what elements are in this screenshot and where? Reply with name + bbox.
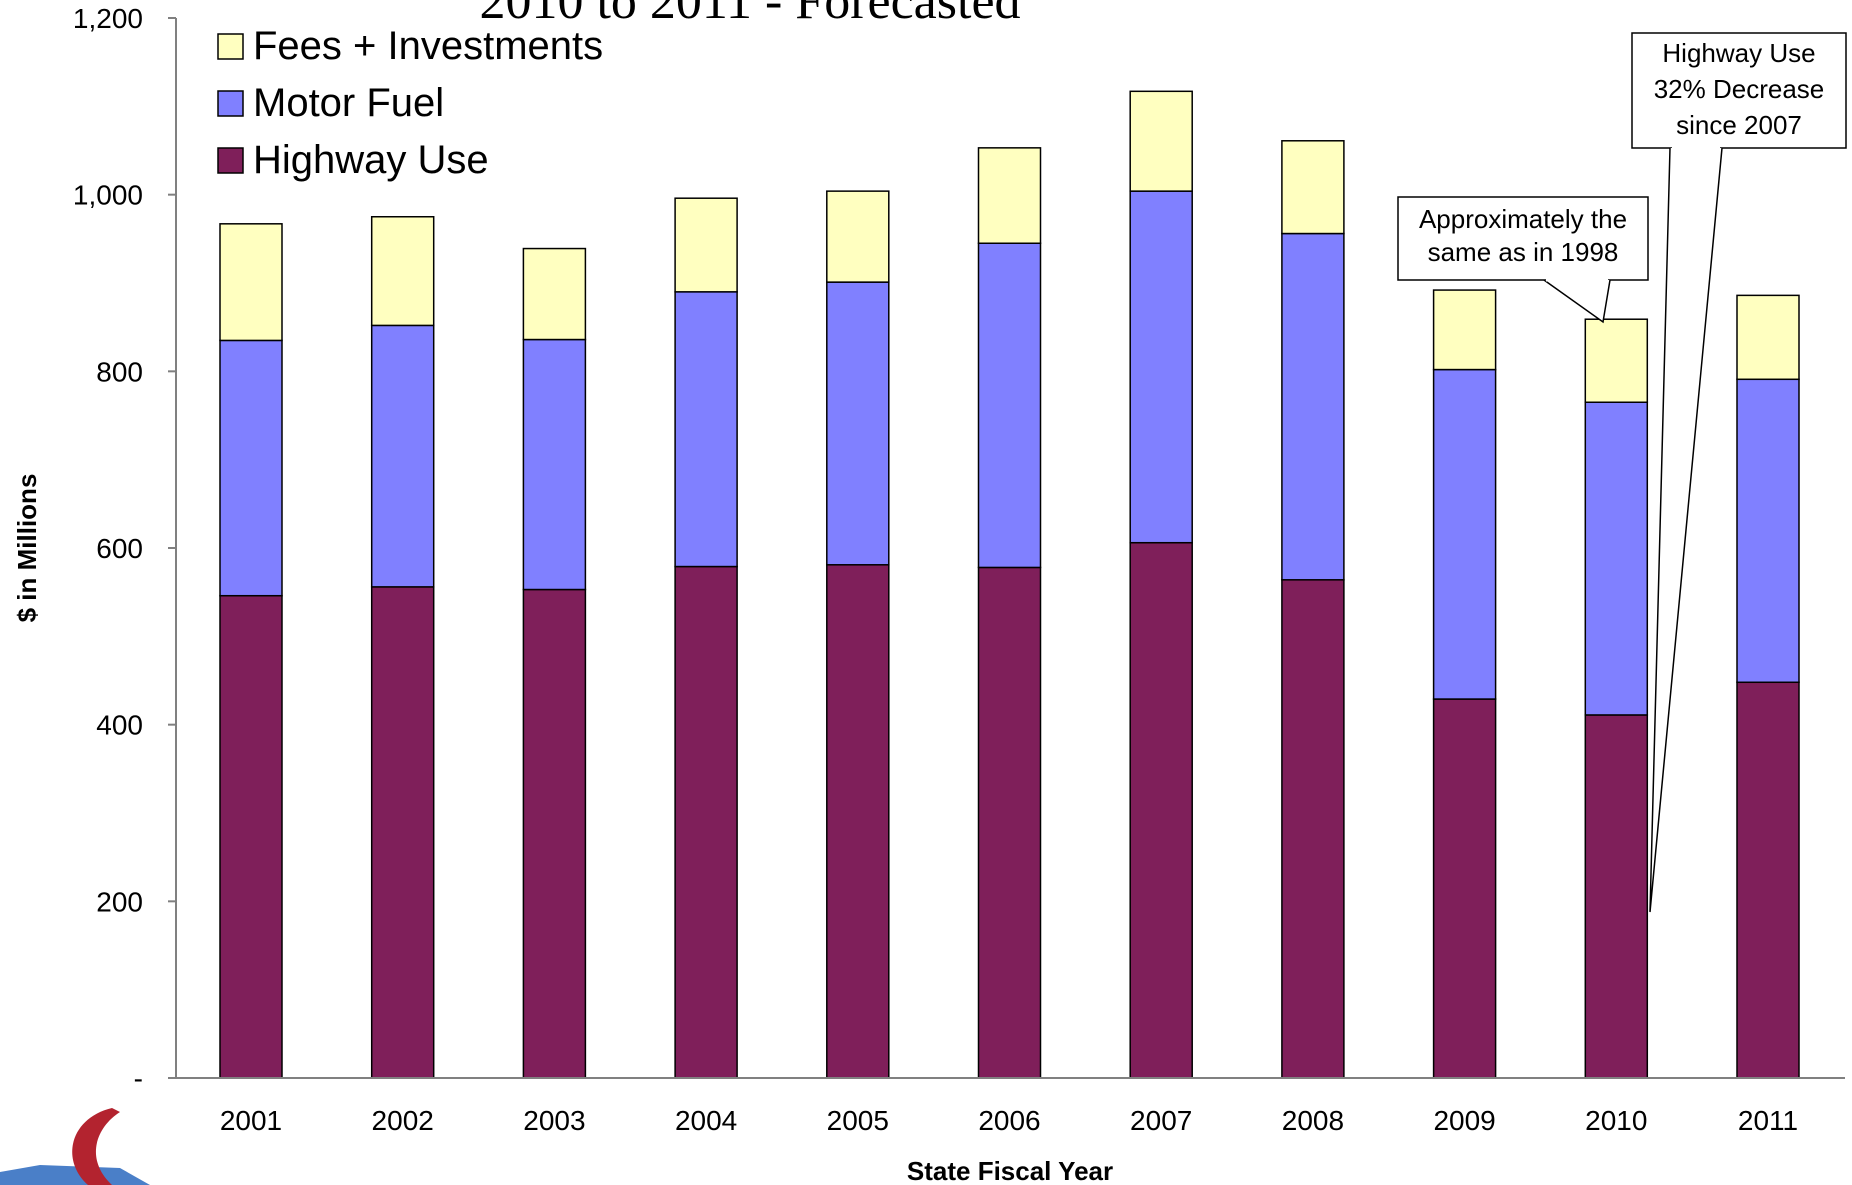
bar-motor-fuel-2009 — [1432, 368, 1497, 700]
y-tick-label: - — [134, 1063, 143, 1094]
bar-fees-investments-2006 — [977, 147, 1042, 245]
y-tick-labels: - 200 400 600 800 1,000 1,200 — [73, 3, 176, 1094]
x-tick-labels: 2001 2002 2003 2004 2005 2006 2007 2008 2009 2010… — [220, 1105, 1798, 1136]
x-tick-label: 2003 — [523, 1105, 585, 1136]
bar-highway-use-2002 — [370, 586, 435, 1079]
bar-fees-investments-2002 — [370, 216, 435, 327]
legend: Fees + Investments Motor Fuel Highway Use — [217, 24, 603, 182]
x-tick-label: 2004 — [675, 1105, 737, 1136]
y-tick-label: 600 — [96, 533, 143, 564]
bar-highway-use-2007 — [1129, 541, 1193, 1079]
bar-highway-use-2001 — [219, 594, 283, 1079]
legend-swatch — [217, 90, 244, 117]
x-tick-label: 2005 — [827, 1105, 889, 1136]
x-axis-title: State Fiscal Year — [907, 1156, 1113, 1185]
bar-motor-fuel-2010 — [1584, 401, 1649, 716]
callout-box — [1631, 32, 1847, 149]
bar-highway-use-2004 — [674, 565, 738, 1079]
x-tick-label: 2009 — [1433, 1105, 1495, 1136]
callout-line-2: 32% Decrease — [1654, 74, 1825, 104]
callout-pointer — [1649, 147, 1723, 913]
y-tick-label: 800 — [96, 356, 143, 387]
bar-highway-use-2003 — [522, 588, 587, 1079]
callout-same-as-1998: Approximately the same as in 1998 — [1397, 196, 1649, 324]
callout-pointer — [1543, 279, 1611, 324]
x-tick-label: 2006 — [978, 1105, 1040, 1136]
y-axis-title: $ in Millions — [12, 474, 42, 623]
bar-highway-use-2005 — [826, 564, 890, 1079]
bar-motor-fuel-2005 — [826, 281, 890, 566]
bar-fees-investments-2009 — [1432, 289, 1497, 371]
bar-highway-use-2010 — [1584, 714, 1649, 1079]
bar-motor-fuel-2002 — [370, 324, 435, 588]
logo-base-shape — [0, 1165, 150, 1185]
chart-title: 2010 to 2011 - Forecasted — [479, 0, 1020, 30]
x-tick-label: 2010 — [1585, 1105, 1647, 1136]
bar-highway-use-2011 — [1736, 681, 1800, 1079]
legend-swatch — [217, 147, 244, 174]
bar-motor-fuel-2003 — [522, 338, 587, 591]
y-tick-label: 200 — [96, 886, 143, 917]
bar-fees-investments-2010 — [1584, 318, 1649, 404]
x-tick-label: 2011 — [1738, 1105, 1798, 1136]
bar-fees-investments-2003 — [522, 247, 587, 341]
logo — [0, 1108, 150, 1185]
bar-fees-investments-2004 — [674, 197, 738, 293]
callout-line-3: since 2007 — [1676, 110, 1802, 140]
callout-line-1: Highway Use — [1662, 38, 1815, 68]
bar-motor-fuel-2007 — [1129, 190, 1193, 544]
bar-motor-fuel-2001 — [219, 339, 283, 597]
bar-motor-fuel-2006 — [977, 242, 1042, 569]
bar-motor-fuel-2008 — [1281, 232, 1345, 581]
x-tick-label: 2008 — [1282, 1105, 1344, 1136]
legend-label: Highway Use — [253, 138, 489, 182]
bar-fees-investments-2005 — [826, 190, 890, 283]
x-tick-label: 2007 — [1130, 1105, 1192, 1136]
bar-fees-investments-2011 — [1736, 294, 1800, 381]
legend-swatch — [217, 33, 244, 60]
x-tick-label: 2001 — [220, 1105, 282, 1136]
y-tick-label: 1,200 — [73, 3, 143, 34]
y-tick-label: 400 — [96, 710, 143, 741]
callout-box — [1397, 196, 1649, 281]
callout-line-1: Approximately the — [1419, 204, 1627, 234]
callout-line-2: same as in 1998 — [1428, 237, 1619, 267]
bar-highway-use-2008 — [1281, 579, 1345, 1079]
x-tick-label: 2002 — [372, 1105, 434, 1136]
bar-motor-fuel-2004 — [674, 291, 738, 568]
callout-highway-use-decrease: Highway Use 32% Decrease since 2007 — [1631, 32, 1847, 913]
bar-motor-fuel-2011 — [1736, 378, 1800, 684]
bar-fees-investments-2008 — [1281, 140, 1345, 235]
y-tick-label: 1,000 — [73, 180, 143, 211]
bar-fees-investments-2007 — [1129, 90, 1193, 192]
legend-label: Fees + Investments — [253, 24, 603, 68]
legend-label: Motor Fuel — [253, 81, 444, 125]
logo-swoosh — [72, 1108, 120, 1185]
bars-layer — [219, 90, 1800, 1079]
bar-highway-use-2006 — [977, 566, 1042, 1079]
bar-fees-investments-2001 — [219, 223, 283, 342]
bar-highway-use-2009 — [1432, 698, 1497, 1079]
